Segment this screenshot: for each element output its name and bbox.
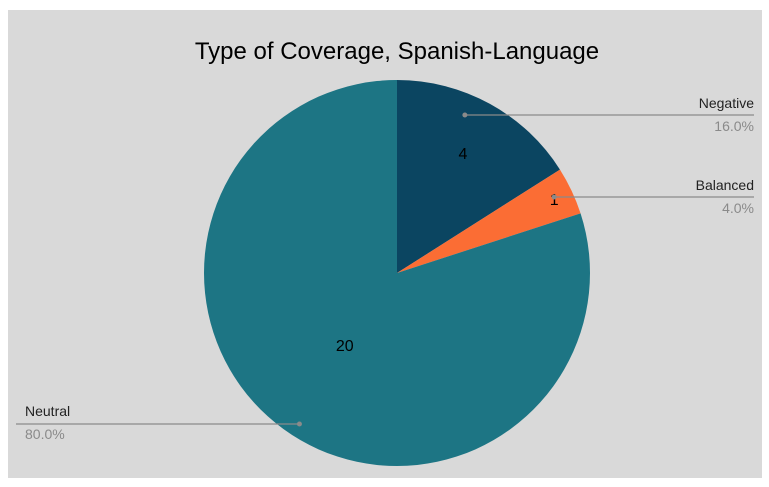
pie-chart: Type of Coverage, Spanish-Language 4120 … (16, 38, 754, 466)
callout-label-neutral: Neutral (25, 403, 70, 419)
slice-value-label-negative: 4 (459, 146, 468, 163)
callout-label-negative: Negative (699, 95, 754, 111)
pie-slice-balanced (397, 169, 581, 273)
slice-callouts: Negative 16.0% Balanced 4.0% Neutral 80.0% (16, 95, 754, 442)
callout-label-balanced: Balanced (696, 177, 754, 193)
callout-percent-neutral: 80.0% (25, 426, 65, 442)
callout-dot-negative (462, 112, 468, 118)
chart-title: Type of Coverage, Spanish-Language (195, 38, 599, 65)
callout-percent-balanced: 4.0% (722, 200, 754, 216)
chart-area: Type of Coverage, Spanish-Language 4 1 20 … (8, 10, 762, 478)
pie-slice-neutral (204, 80, 590, 466)
pie-slices (204, 80, 590, 466)
slice-value-label-neutral: 20 (336, 338, 354, 355)
callout-dot-neutral (296, 421, 302, 427)
callout-percent-negative: 16.0% (714, 118, 754, 134)
pie-slice-negative (397, 80, 560, 273)
slice-value-label-balanced: 1 (550, 192, 559, 209)
callout-dot-balanced (551, 194, 557, 200)
slice-value-labels: 4 1 20 (336, 146, 559, 355)
